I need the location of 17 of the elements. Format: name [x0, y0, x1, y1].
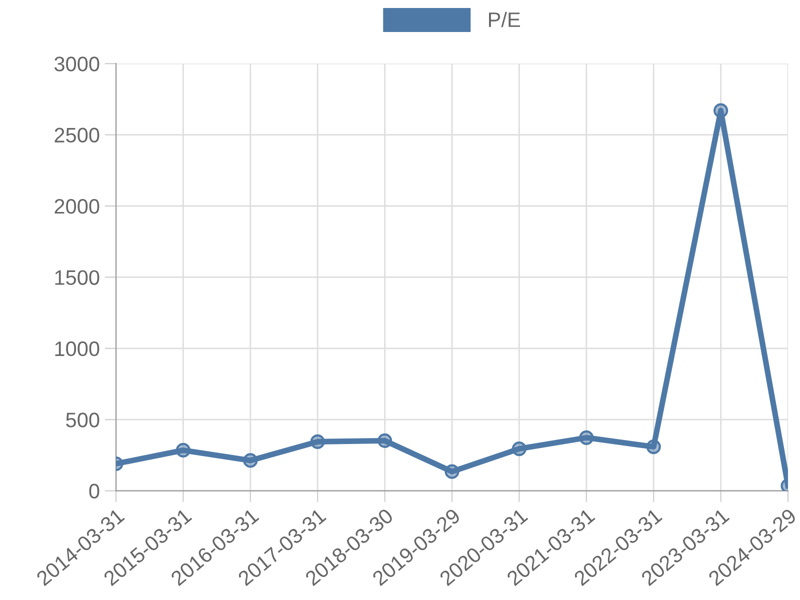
point [646, 440, 661, 454]
point [378, 433, 392, 448]
point [243, 453, 258, 468]
point [176, 442, 190, 458]
y-tick-label: 0 [89, 484, 100, 499]
point [714, 103, 728, 118]
y-tick-label: 500 [66, 412, 100, 428]
point [444, 464, 460, 479]
point [310, 434, 325, 449]
y-tick-label: 2000 [54, 199, 100, 214]
y-tick-label: 1000 [55, 341, 100, 356]
y-tick-label: 2500 [54, 128, 100, 143]
legend-label: P/E [489, 12, 520, 28]
point [579, 430, 594, 445]
point [512, 441, 526, 456]
y-tick-label: 3000 [54, 56, 100, 72]
y-tick-label: 1500 [55, 270, 100, 285]
